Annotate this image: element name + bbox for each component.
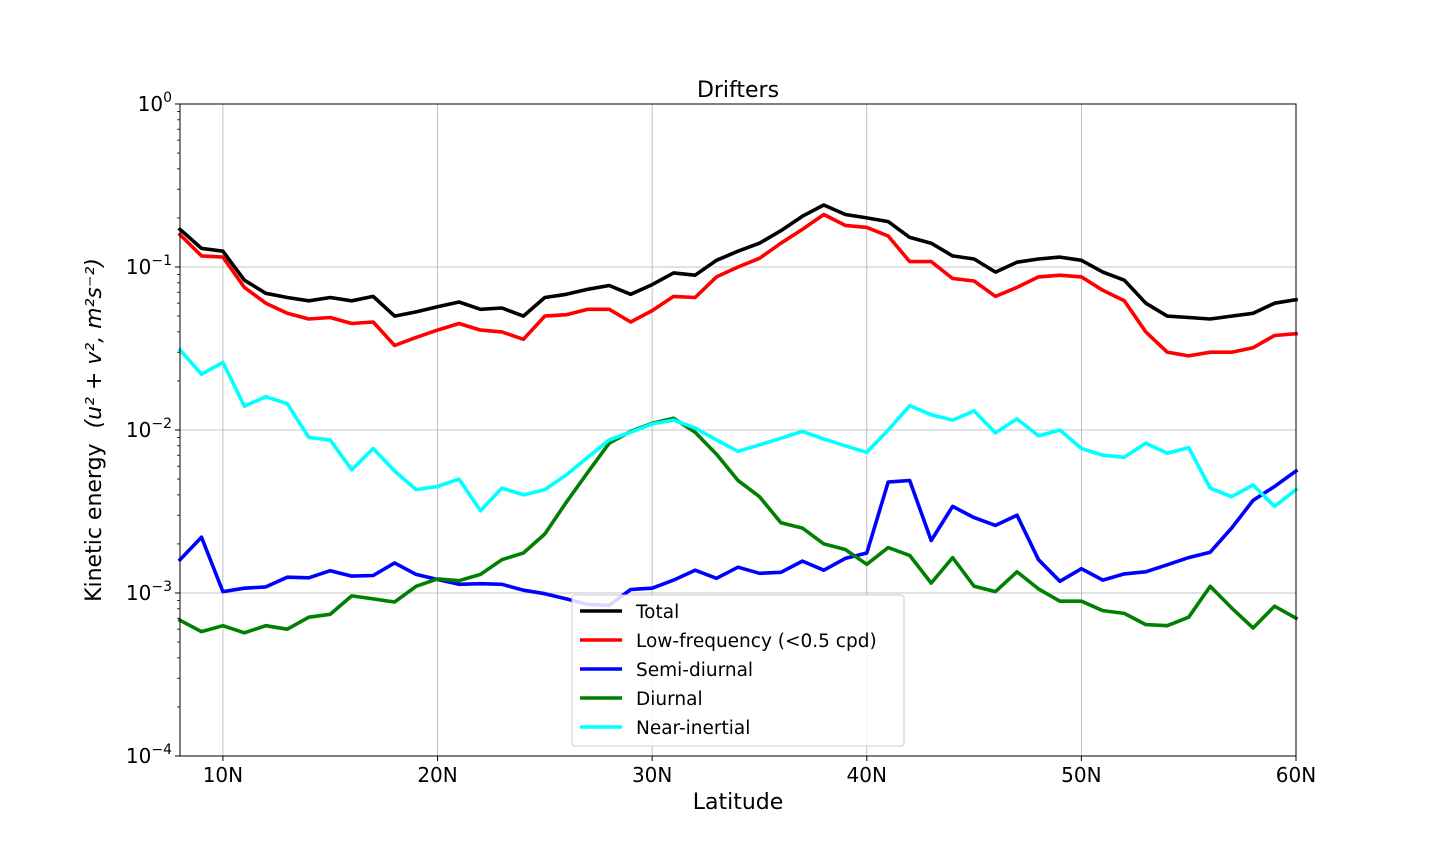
series-layer (177, 203, 1299, 635)
y-axis-label-units: (u² + v², m²s⁻²) (82, 258, 107, 428)
series-line-semi-diurnal (177, 468, 1299, 608)
y-tick-label: 10−3 (126, 579, 172, 605)
legend-entry: Diurnal (636, 689, 703, 710)
y-tick-label: 10−4 (126, 742, 172, 768)
series-line-near-inertial (177, 347, 1299, 513)
y-tick-label: 10−1 (126, 253, 172, 279)
legend-box (571, 594, 905, 747)
y-axis: 10−4 10−3 10−2 10−1 100 (126, 90, 180, 768)
legend: Total Low-frequency (<0.5 cpd) Semi-diurna… (571, 594, 905, 747)
y-tick-label: 10−2 (126, 416, 172, 442)
y-axis-label: Kinetic energy (u² + v², m²s⁻²) (82, 258, 107, 602)
legend-entry: Low-frequency (<0.5 cpd) (636, 631, 877, 652)
legend-entry: Total (635, 602, 679, 623)
x-axis: 10N 20N 30N 40N 50N 60N (203, 756, 1316, 787)
y-tick-label: 100 (138, 90, 172, 116)
x-axis-label: Latitude (693, 790, 784, 815)
legend-entry: Near-inertial (636, 718, 750, 739)
series-line-diurnal (177, 416, 1299, 635)
chart-title: Drifters (697, 78, 779, 103)
x-tick-label: 30N (632, 763, 672, 787)
y-axis-label-text: Kinetic energy (82, 443, 107, 602)
x-tick-label: 60N (1276, 763, 1316, 787)
x-tick-label: 50N (1061, 763, 1101, 787)
x-tick-label: 40N (847, 763, 887, 787)
series-line-total (177, 203, 1299, 321)
legend-entry: Semi-diurnal (636, 660, 753, 681)
series-line-low-frequency-0-5-cpd (177, 212, 1298, 358)
x-tick-label: 20N (417, 763, 457, 787)
x-tick-label: 10N (203, 763, 243, 787)
